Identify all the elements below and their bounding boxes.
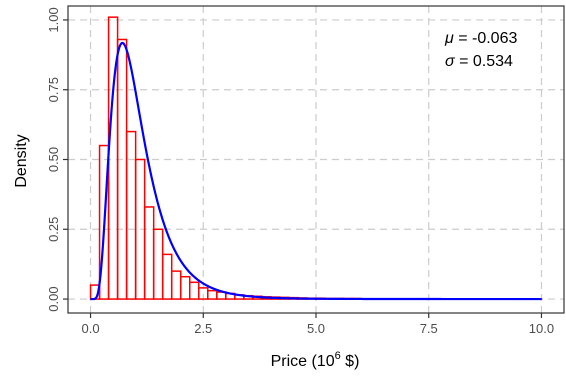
x-tick-label-4: 10.0 — [529, 321, 554, 336]
y-tick-label-0: 0.00 — [46, 286, 61, 311]
histogram-bar — [179, 275, 191, 300]
x-axis-ticks: 0.0 2.5 5.0 7.5 10.0 — [82, 313, 554, 336]
mu-annotation: μ = -0.063 — [444, 30, 517, 47]
sigma-annotation: σ = 0.534 — [445, 53, 513, 70]
x-axis-title: Price (106 $) — [271, 350, 360, 370]
lognormal-fit-curve — [90, 41, 542, 301]
y-tick-label-4: 1.00 — [46, 7, 61, 32]
histogram-bar — [207, 289, 218, 300]
x-tick-label-1: 2.5 — [194, 321, 212, 336]
histogram-bar — [170, 270, 182, 300]
histogram-bar — [116, 38, 128, 300]
histogram-bar — [125, 130, 137, 300]
histogram-bar — [161, 253, 173, 300]
x-tick-label-3: 7.5 — [420, 321, 438, 336]
histogram-bar — [152, 228, 164, 300]
y-tick-label-3: 0.75 — [46, 77, 61, 102]
y-axis-ticks: 0.00 0.25 0.50 0.75 1.00 — [46, 7, 68, 312]
x-tick-label-2: 5.0 — [307, 321, 325, 336]
y-tick-label-1: 0.25 — [46, 217, 61, 242]
histogram-bar — [143, 206, 155, 300]
y-axis-title: Density — [13, 134, 30, 187]
y-tick-label-2: 0.50 — [46, 147, 61, 172]
histogram-bar — [188, 281, 200, 300]
x-tick-label-0: 0.0 — [82, 321, 100, 336]
